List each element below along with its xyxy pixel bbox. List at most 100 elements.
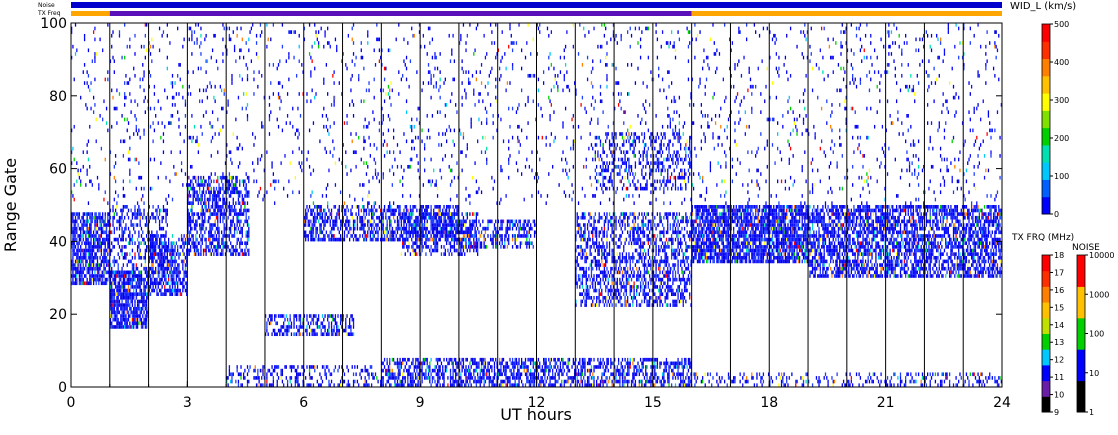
- data-cell: [607, 270, 609, 275]
- data-cell: [665, 270, 668, 275]
- data-cell: [91, 270, 93, 275]
- data-cell: [195, 226, 197, 231]
- data-cell: [383, 237, 386, 242]
- data-cell: [358, 205, 360, 209]
- data-cell: [246, 223, 249, 227]
- data-cell: [170, 281, 172, 286]
- data-cell: [220, 212, 223, 216]
- data-cell: [224, 175, 227, 180]
- data-cell: [496, 241, 498, 246]
- data-cell: [187, 237, 189, 242]
- data-cell: [672, 274, 674, 278]
- data-cell: [661, 135, 664, 140]
- data-cell: [205, 241, 207, 246]
- data-cell: [655, 245, 657, 249]
- data-cell: [124, 270, 126, 275]
- data-cell: [670, 234, 673, 238]
- data-cell: [680, 281, 682, 286]
- data-cell: [595, 259, 598, 264]
- data-cell: [131, 234, 134, 238]
- data-cell: [76, 241, 78, 246]
- data-cell: [436, 245, 439, 249]
- data-cell: [149, 252, 152, 256]
- data-cell: [188, 237, 190, 242]
- data-cell: [443, 212, 445, 216]
- data-cell: [226, 201, 228, 205]
- data-cell: [350, 212, 352, 216]
- data-cell: [599, 139, 602, 144]
- data-cell: [681, 270, 683, 275]
- data-cell: [651, 303, 653, 307]
- data-cell: [140, 292, 143, 296]
- data-cell: [608, 212, 611, 216]
- data-cell: [224, 201, 227, 205]
- data-cell: [187, 241, 189, 246]
- data-cell: [217, 237, 219, 242]
- data-cell: [438, 219, 440, 224]
- data-cell: [660, 146, 662, 151]
- data-cell: [642, 154, 644, 158]
- data-cell: [633, 146, 635, 151]
- data-cell: [597, 281, 599, 286]
- data-cell: [206, 197, 209, 202]
- data-cell: [72, 230, 74, 235]
- data-cell: [665, 212, 668, 216]
- data-cell: [585, 296, 587, 300]
- data-cell: [74, 259, 77, 264]
- data-cell: [220, 241, 223, 246]
- data-cell: [584, 234, 586, 238]
- data-cell: [86, 212, 88, 216]
- data-cell: [175, 241, 178, 246]
- data-cell: [595, 179, 598, 184]
- data-cell: [160, 259, 162, 264]
- data-cell: [601, 226, 603, 231]
- data-cell: [303, 230, 306, 235]
- data-cell: [107, 277, 109, 282]
- data-cell: [343, 212, 346, 216]
- data-cell: [477, 241, 479, 246]
- data-cell: [630, 288, 633, 293]
- data-cell: [149, 274, 152, 278]
- data-cell: [120, 292, 122, 296]
- data-cell: [370, 205, 373, 209]
- data-cell: [220, 230, 223, 235]
- data-cell: [616, 281, 618, 286]
- data-cell: [655, 299, 657, 304]
- data-cell: [160, 292, 162, 296]
- data-cell: [435, 241, 437, 246]
- data-cell: [323, 226, 325, 231]
- data-cell: [594, 288, 596, 293]
- data-cell: [579, 274, 581, 278]
- data-cell: [614, 270, 616, 275]
- data-cell: [417, 215, 419, 220]
- data-cell: [90, 234, 92, 238]
- data-cell: [625, 303, 628, 307]
- data-cell: [624, 223, 626, 227]
- data-cell: [409, 252, 412, 256]
- data-cell: [457, 223, 459, 227]
- data-cell: [616, 245, 618, 249]
- data-cell: [680, 299, 682, 304]
- data-cell: [122, 285, 125, 289]
- data-cell: [308, 332, 311, 337]
- data-cell: [504, 241, 506, 246]
- data-cell: [76, 277, 78, 282]
- data-cell: [283, 321, 285, 326]
- data-cell: [89, 215, 91, 220]
- data-cell: [189, 219, 192, 224]
- data-cell: [91, 263, 93, 267]
- data-cell: [133, 314, 135, 318]
- data-cell: [321, 314, 324, 318]
- data-cell: [420, 208, 422, 213]
- data-cell: [113, 277, 115, 282]
- data-cell: [125, 314, 127, 318]
- data-cell: [209, 215, 211, 220]
- data-cell: [505, 226, 507, 231]
- data-cell: [638, 161, 640, 165]
- data-cell: [121, 299, 123, 304]
- data-cell: [334, 237, 337, 242]
- data-cell: [652, 263, 655, 267]
- data-cell: [135, 317, 137, 322]
- data-cell: [584, 303, 586, 307]
- data-cell: [668, 237, 670, 242]
